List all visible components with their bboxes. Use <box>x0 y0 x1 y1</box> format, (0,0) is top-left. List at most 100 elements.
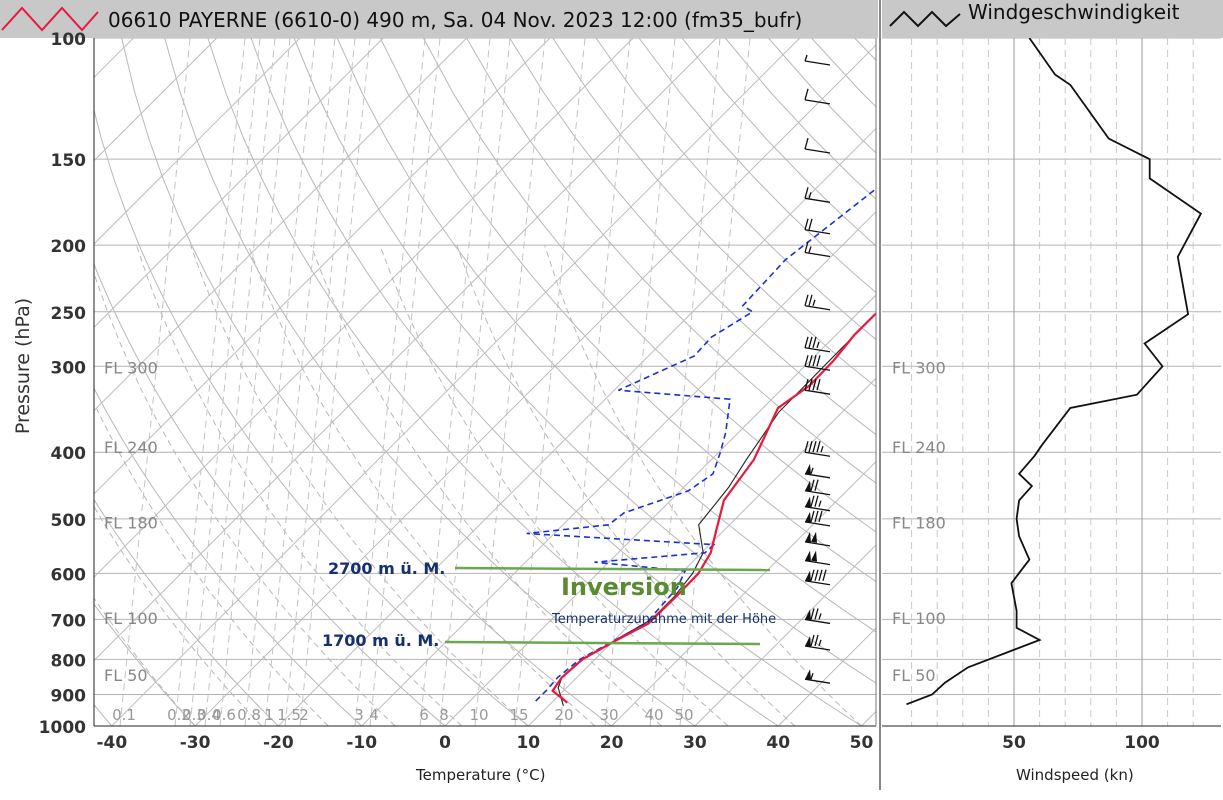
flight-level-label: FL 300 <box>104 358 158 377</box>
wind-barb-staff <box>804 389 831 395</box>
wind-barb <box>804 608 831 625</box>
mixing-ratio-label: 2 <box>299 706 309 724</box>
isotherm-line <box>527 377 876 726</box>
x-tick-label: 0 <box>439 733 451 753</box>
inversion-label: Inversion <box>561 573 687 601</box>
wind-barb-feather <box>808 379 813 391</box>
wind-barb-feather <box>804 88 809 101</box>
isotherm-line <box>94 38 551 495</box>
wind-barb-staff <box>804 197 831 203</box>
dry-adiabat-line <box>94 387 363 726</box>
isotherm-line <box>194 44 876 726</box>
wind-barb <box>804 479 831 496</box>
x-tick-label: 10 <box>516 733 540 753</box>
wind-barb-feather <box>804 187 809 199</box>
isotherm-line <box>94 38 467 412</box>
moist-adiabat-line <box>310 244 662 726</box>
wind-barb-pennant <box>805 669 811 681</box>
mixing-ratio-line <box>244 38 316 726</box>
wind-barb-feather <box>818 569 823 581</box>
moist-adiabat-line <box>456 244 796 726</box>
y-tick-label: 900 <box>51 687 87 707</box>
mixing-ratio-line <box>604 38 676 726</box>
moist-adiabat-line <box>544 244 862 726</box>
wind-barb-half-feather <box>818 639 822 647</box>
y-tick-label: 150 <box>51 151 87 171</box>
wind-barb-feather <box>808 355 813 367</box>
wind-barb <box>804 187 831 203</box>
wind-barb-half-feather <box>808 192 812 199</box>
mixing-ratio-line <box>354 38 426 726</box>
dry-adiabat-line <box>768 38 876 154</box>
y-tick-label: 800 <box>51 651 87 671</box>
wind-barb-half-feather <box>816 341 820 348</box>
y-tick-label: 400 <box>51 444 87 464</box>
wind-barb-staff <box>804 251 831 258</box>
mixing-ratio-line <box>174 38 246 726</box>
wind-barb-staff <box>804 347 831 353</box>
wind-barb-half-feather <box>818 500 822 507</box>
wind-flight-level-label: FL 100 <box>892 609 946 628</box>
mixing-ratio-label: 10 <box>469 706 488 724</box>
flight-level-label: FL 50 <box>104 666 148 685</box>
wind-barb-staff <box>804 229 831 235</box>
mixing-ratio-label: 4 <box>369 706 379 724</box>
mixing-ratio-label: 6 <box>419 706 429 724</box>
dry-adiabat-line <box>898 38 1223 726</box>
wind-barb-feather <box>814 479 819 491</box>
mixing-ratio-line <box>299 38 371 726</box>
moist-adiabat-line <box>94 271 396 726</box>
wind-barb-feather <box>804 137 809 150</box>
mixing-ratio-label: 15 <box>509 706 528 724</box>
wind-barb-feather <box>810 479 815 491</box>
isotherm-line <box>94 38 301 245</box>
temperature-legend-icon <box>1 6 99 32</box>
y-tick-label: 500 <box>51 511 87 531</box>
windspeed-legend-icon <box>889 10 961 28</box>
wind-barb <box>804 137 831 154</box>
wind-barb-feather <box>804 355 809 367</box>
wind-x-tick-label: 50 <box>1002 733 1026 753</box>
wind-barb <box>804 441 831 457</box>
y-tick-label: 300 <box>51 358 87 378</box>
lower-level-line <box>444 640 761 646</box>
mixing-ratio-line <box>369 38 441 726</box>
mixing-ratio-label: 50 <box>674 706 693 724</box>
moist-adiabat-line <box>379 244 729 726</box>
isotherm-line <box>94 38 634 578</box>
mixing-ratio-label: 0.1 <box>112 706 136 724</box>
wind-barb-feather <box>816 441 821 453</box>
wind-barb-half-feather <box>810 672 814 680</box>
mixing-ratio-label: 8 <box>439 706 449 724</box>
wind-barb-feather <box>810 495 815 507</box>
x-tick-label: 40 <box>766 733 790 753</box>
wind-barb-half-feather <box>812 299 816 306</box>
flight-level-label: FL 240 <box>104 438 158 457</box>
wind-barb-staff <box>804 148 831 154</box>
x-axis-label: Temperature (°C) <box>416 766 546 784</box>
wind-x-tick-label: 100 <box>1124 733 1160 753</box>
wind-barb-feather <box>804 294 809 306</box>
mixing-ratio-label: 3 <box>354 706 364 724</box>
isotherm-line <box>611 460 876 726</box>
temperature-line <box>551 312 876 704</box>
wind-barb <box>804 531 831 547</box>
wind-barb-feather <box>808 218 813 230</box>
flight-level-label: FL 180 <box>104 513 158 532</box>
x-tick-label: 30 <box>683 733 707 753</box>
wind-barb <box>804 336 831 353</box>
isotherm-line <box>278 127 876 726</box>
wind-barb <box>804 218 831 235</box>
wind-barb-feather <box>810 569 815 581</box>
main-plot-clip <box>94 38 1223 726</box>
x-tick-label: 50 <box>850 733 874 753</box>
dry-adiabat-line <box>94 262 446 726</box>
mixing-ratio-line <box>649 38 721 726</box>
wind-barb-staff <box>804 305 831 311</box>
wind-flight-level-label: FL 240 <box>892 438 946 457</box>
mixing-ratio-line <box>189 38 261 726</box>
mixing-ratio-line <box>204 38 276 726</box>
y-tick-label: 200 <box>51 237 87 257</box>
wind-barb-pennant <box>805 511 811 523</box>
